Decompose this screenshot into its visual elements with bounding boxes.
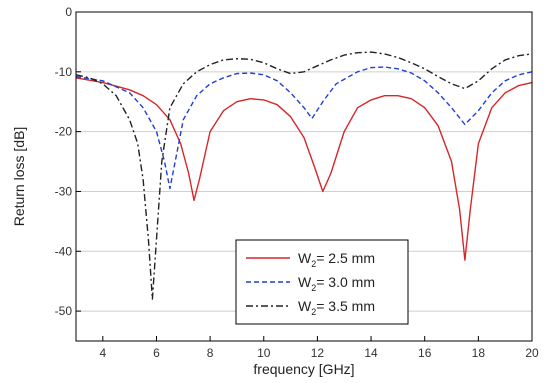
x-tick-label: 6 xyxy=(153,346,160,360)
plot-frame xyxy=(75,11,533,342)
legend: W2= 2.5 mm W2= 3.0 mm W2= 3.5 mm xyxy=(235,239,409,325)
series-layer xyxy=(75,51,533,300)
x-tick-label: 20 xyxy=(525,346,539,360)
x-tick-label: 8 xyxy=(207,346,214,360)
x-tick-label: 16 xyxy=(418,346,432,360)
y-tick-label: -10 xyxy=(55,65,73,79)
legend-label-1: W2= 2.5 mm xyxy=(298,250,375,269)
y-tick-label: -50 xyxy=(55,304,73,318)
legend-label-3: W2= 3.5 mm xyxy=(298,298,375,317)
y-tick-label: -20 xyxy=(55,125,73,139)
legend-label-2: W2= 3.0 mm xyxy=(298,274,375,293)
x-tick-label: 4 xyxy=(99,346,106,360)
y-tick-label: -30 xyxy=(55,184,73,198)
x-tick-label: 10 xyxy=(257,346,271,360)
x-tick-label: 12 xyxy=(311,346,325,360)
series-line-1 xyxy=(75,77,533,261)
y-tick-label: -40 xyxy=(55,244,73,258)
x-tick-label: 14 xyxy=(364,346,378,360)
series-line-3 xyxy=(75,51,533,300)
series-line-2 xyxy=(75,66,533,190)
tick-layer: 0 -10 -20 -30 -40 -50 4 6 8 10 12 14 16 18 20 xyxy=(55,5,539,360)
x-tick-label: 18 xyxy=(472,346,486,360)
y-tick-label: 0 xyxy=(65,5,72,19)
x-axis-label: frequency [GHz] xyxy=(253,361,354,377)
y-axis-label: Return loss [dB] xyxy=(11,127,27,227)
